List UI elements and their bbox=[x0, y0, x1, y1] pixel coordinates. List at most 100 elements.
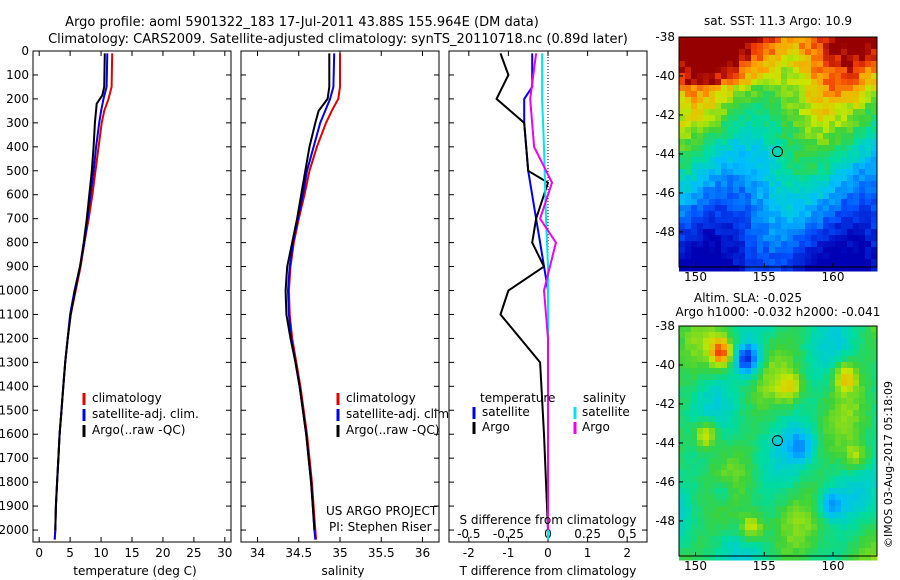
map-cell bbox=[829, 410, 836, 417]
difference-top-xlabel: S difference from climatology bbox=[460, 513, 637, 527]
map-cell bbox=[829, 205, 836, 212]
map-cell bbox=[829, 241, 836, 248]
map-cell bbox=[805, 205, 812, 212]
map-cell bbox=[745, 193, 752, 200]
map-cell bbox=[751, 109, 758, 116]
map-cell bbox=[817, 127, 824, 134]
map-cell bbox=[811, 494, 818, 501]
map-cell bbox=[691, 386, 698, 393]
map-cell bbox=[769, 326, 776, 333]
map-cell bbox=[871, 518, 878, 525]
map-cell bbox=[805, 241, 812, 248]
map-cell bbox=[865, 392, 872, 399]
map-cell bbox=[697, 247, 704, 254]
map-cell bbox=[757, 91, 764, 98]
map-cell bbox=[721, 380, 728, 387]
x-tick-label: 5 bbox=[66, 546, 74, 560]
map-cell bbox=[805, 356, 812, 363]
map-cell bbox=[811, 163, 818, 170]
map-cell bbox=[685, 338, 692, 345]
map-cell bbox=[793, 103, 800, 110]
map-cell bbox=[709, 500, 716, 507]
map-cell bbox=[853, 494, 860, 501]
map-cell bbox=[787, 368, 794, 375]
map-cell bbox=[763, 380, 770, 387]
map-cell bbox=[793, 440, 800, 447]
map-cell bbox=[685, 253, 692, 260]
map-cell bbox=[793, 109, 800, 116]
map-cell bbox=[769, 506, 776, 513]
map-cell bbox=[781, 470, 788, 477]
map-cell bbox=[775, 344, 782, 351]
map-cell bbox=[829, 428, 836, 435]
map-cell bbox=[763, 115, 770, 122]
map-cell bbox=[829, 103, 836, 110]
map-cell bbox=[751, 55, 758, 62]
map-cell bbox=[859, 422, 866, 429]
map-cell bbox=[841, 133, 848, 140]
map-cell bbox=[733, 253, 740, 260]
map-cell bbox=[871, 241, 878, 248]
map-cell bbox=[715, 338, 722, 345]
map-cell bbox=[715, 410, 722, 417]
map-cell bbox=[751, 368, 758, 375]
map-cell bbox=[703, 205, 710, 212]
map-cell bbox=[853, 356, 860, 363]
map-cell bbox=[739, 175, 746, 182]
map-cell bbox=[799, 139, 806, 146]
map-cell bbox=[823, 446, 830, 453]
map-cell bbox=[697, 115, 704, 122]
map-cell bbox=[751, 145, 758, 152]
map-cell bbox=[763, 374, 770, 381]
map-cell bbox=[811, 151, 818, 158]
map-cell bbox=[721, 530, 728, 537]
map-cell bbox=[685, 458, 692, 465]
map-cell bbox=[853, 37, 860, 44]
map-cell bbox=[691, 37, 698, 44]
map-cell bbox=[859, 193, 866, 200]
map-cell bbox=[721, 356, 728, 363]
map-cell bbox=[739, 169, 746, 176]
map-cell bbox=[733, 241, 740, 248]
map-cell bbox=[775, 494, 782, 501]
map-cell bbox=[847, 404, 854, 411]
map-cell bbox=[817, 55, 824, 62]
map-cell bbox=[823, 43, 830, 50]
map-cell bbox=[805, 404, 812, 411]
map-cell bbox=[751, 157, 758, 164]
map-cell bbox=[685, 398, 692, 405]
map-cell bbox=[787, 338, 794, 345]
map-cell bbox=[739, 43, 746, 50]
map-cell bbox=[679, 458, 686, 465]
map-cell bbox=[829, 193, 836, 200]
map-cell bbox=[751, 199, 758, 206]
map-cell bbox=[697, 428, 704, 435]
map-cell bbox=[703, 434, 710, 441]
map-cell bbox=[829, 211, 836, 218]
map-cell bbox=[823, 73, 830, 80]
map-cell bbox=[691, 85, 698, 92]
map-cell bbox=[703, 422, 710, 429]
map-cell bbox=[817, 350, 824, 357]
x-tick-label: 20 bbox=[155, 546, 170, 560]
map-cell bbox=[751, 512, 758, 519]
y-tick-label: 900 bbox=[6, 260, 29, 274]
map-cell bbox=[697, 488, 704, 495]
map-frame bbox=[678, 325, 878, 557]
map-cell bbox=[781, 205, 788, 212]
map-cell bbox=[757, 416, 764, 423]
map-cell bbox=[715, 422, 722, 429]
map-cell bbox=[787, 332, 794, 339]
map-cell bbox=[733, 169, 740, 176]
map-cell bbox=[847, 175, 854, 182]
map-cell bbox=[835, 241, 842, 248]
map-cell bbox=[871, 416, 878, 423]
map-cell bbox=[727, 73, 734, 80]
map-cell bbox=[841, 536, 848, 543]
map-cell bbox=[835, 494, 842, 501]
map-cell bbox=[859, 500, 866, 507]
map-cell bbox=[733, 247, 740, 254]
map-cell bbox=[835, 199, 842, 206]
map-cell bbox=[865, 494, 872, 501]
map-cell bbox=[781, 49, 788, 56]
